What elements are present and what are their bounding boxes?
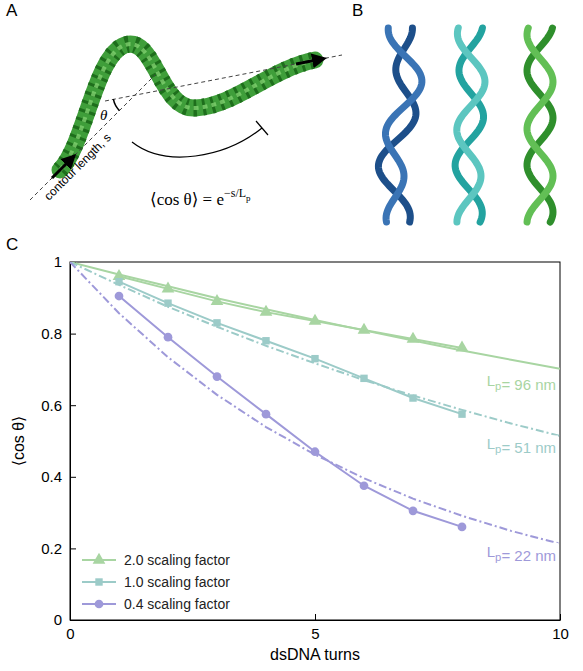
tick-label: 0.8	[41, 325, 62, 342]
tick-label: 0	[54, 611, 62, 628]
tick-label: 0.4	[41, 468, 62, 485]
plot-marks	[70, 262, 560, 544]
series-line	[119, 296, 462, 527]
tick: 0.4	[41, 468, 76, 485]
panel-label: B	[352, 1, 363, 20]
legend-marker	[95, 600, 104, 609]
duplex-strand	[457, 28, 485, 222]
tick: 5	[311, 614, 319, 642]
contour-label: contour length, s	[41, 130, 114, 203]
text-part: L	[239, 186, 246, 200]
tangent-line	[30, 75, 155, 200]
tick-mark	[70, 548, 76, 549]
axis-line	[71, 620, 561, 621]
duplex-strand	[527, 28, 553, 222]
contour-bracket	[132, 128, 262, 157]
panel-b	[378, 28, 553, 222]
text-part: L	[487, 435, 495, 452]
text-part: = 51 nm	[501, 439, 556, 456]
text-part: −s/	[224, 186, 239, 200]
legend-marker	[93, 553, 106, 564]
tick-label: 5	[311, 625, 319, 642]
marker	[360, 481, 369, 490]
equation-exponent: −s/Lp	[224, 186, 251, 203]
series-labels: Lp= 96 nm Lp= 51 nm Lp= 22 nm	[485, 372, 558, 564]
marker	[262, 337, 269, 344]
line-label: Lp= 96 nm	[487, 372, 556, 393]
x-axis: 0 5 10	[66, 614, 569, 642]
tick: 0	[54, 611, 76, 628]
marker	[213, 372, 222, 381]
tick-mark	[315, 614, 316, 620]
y-axis-title: ⟨cos θ⟩	[10, 416, 27, 467]
tick: 0.8	[41, 325, 76, 342]
tick-mark	[70, 334, 76, 335]
arrow	[296, 59, 324, 65]
panel-label: C	[6, 235, 18, 254]
legend: 2.0 scaling factor 1.0 scaling factor 0.4 …	[82, 552, 230, 612]
angle-label: θ	[100, 107, 108, 123]
text-part: = 22 nm	[501, 547, 556, 564]
series-line	[70, 262, 560, 436]
bracket-end	[256, 121, 268, 135]
tick-mark	[560, 614, 561, 620]
tick-label: 10	[552, 625, 569, 642]
legend-label: 0.4 scaling factor	[124, 596, 230, 612]
duplex-strand	[385, 28, 421, 222]
legend-label: 1.0 scaling factor	[124, 574, 230, 590]
duplex-strand	[527, 28, 553, 222]
marker	[458, 523, 467, 532]
tick: 0.2	[41, 540, 76, 557]
tick: 10	[552, 614, 569, 642]
line-label-group: Lp= 22 nm	[485, 543, 558, 564]
plot-frame	[70, 262, 560, 620]
subscript: p	[246, 193, 251, 203]
text-part: L	[487, 543, 495, 560]
panel-c: 0 5 10 0 0.2 0.4 0.6 0.8 1 dsDNA turns ⟨cos θ⟩ Lp= …	[10, 253, 569, 663]
line-label-group: Lp= 51 nm	[485, 435, 558, 456]
line-label: Lp= 22 nm	[487, 543, 556, 564]
figure: A B Cθ contour length, s ⟨cos θ⟩ = e−s/Lp 0 5 1…	[0, 0, 583, 671]
label-patch	[485, 435, 558, 456]
text-part: L	[487, 372, 495, 389]
line-label: Lp= 51 nm	[487, 435, 556, 456]
marker	[213, 319, 220, 326]
panel-a: θ contour length, s ⟨cos θ⟩ = e−s/Lp	[30, 44, 342, 209]
marker	[115, 292, 124, 301]
marker	[164, 333, 173, 342]
label-patch	[485, 372, 558, 393]
legend-label: 2.0 scaling factor	[124, 552, 230, 568]
marker	[360, 375, 367, 382]
x-axis-title: dsDNA turns	[270, 646, 360, 663]
marker	[262, 410, 271, 419]
tangent-line	[105, 55, 342, 101]
series-line	[70, 262, 560, 369]
panel-label: A	[6, 1, 18, 20]
tick-mark	[70, 405, 76, 406]
line-label-group: Lp= 96 nm	[485, 372, 558, 393]
angle-arc	[113, 99, 119, 110]
marker	[409, 506, 418, 515]
tick-mark	[70, 477, 76, 478]
equation: ⟨cos θ⟩ = e−s/Lp	[150, 186, 251, 209]
series-line	[70, 262, 560, 544]
tick-label: 0	[66, 625, 74, 642]
tick: 1	[54, 253, 76, 270]
tick-label: 0.2	[41, 540, 62, 557]
marker	[311, 355, 318, 362]
tick: 0.6	[41, 397, 76, 414]
series-line	[119, 282, 462, 414]
axis-line	[70, 263, 71, 621]
tick-label: 1	[54, 253, 62, 270]
text-part: = 96 nm	[501, 376, 556, 393]
y-axis: 0 0.2 0.4 0.6 0.8 1	[41, 253, 76, 628]
tick-mark	[70, 620, 76, 621]
equation-base: ⟨cos θ⟩ = e	[150, 190, 224, 209]
legend-marker	[95, 578, 102, 585]
tick-label: 0.6	[41, 397, 62, 414]
label-patch	[485, 543, 558, 564]
